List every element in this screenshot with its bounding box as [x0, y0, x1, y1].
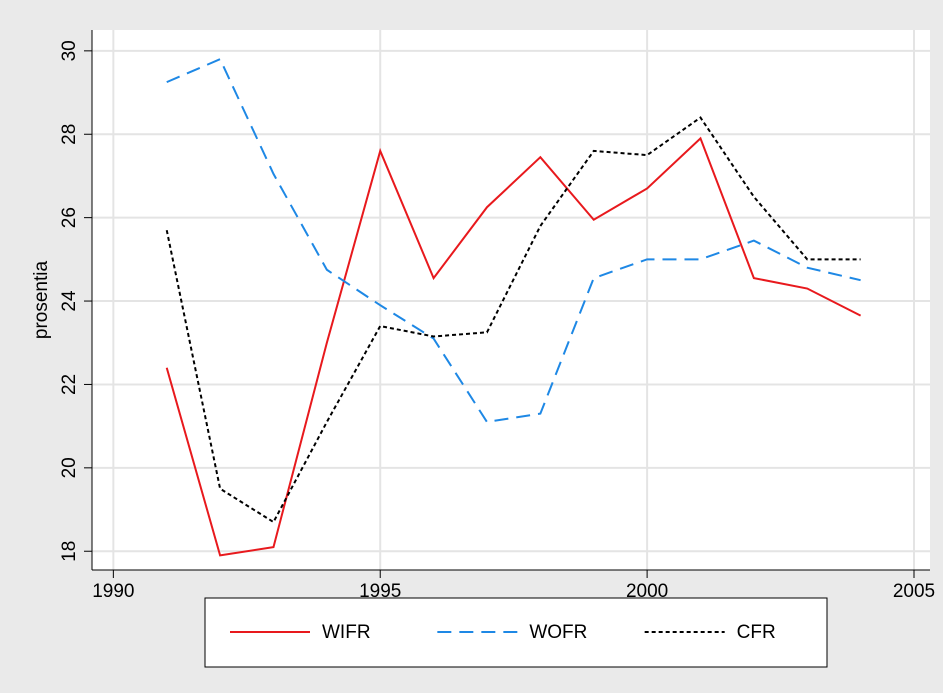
line-series [166, 57, 861, 424]
y-tick-label: 28 [59, 124, 80, 145]
line-series [165, 136, 862, 557]
x-tick-label: 2000 [626, 581, 668, 602]
line-series [165, 116, 861, 524]
y-axis-label: prosentia [31, 260, 52, 339]
plot-area [92, 30, 930, 570]
y-tick-label: 22 [59, 374, 80, 395]
y-tick-label: 30 [59, 40, 80, 61]
x-tick-label: 1990 [92, 581, 134, 602]
y-tick-label: 24 [59, 290, 80, 312]
legend-label: WOFR [529, 622, 587, 643]
y-tick-label: 20 [59, 457, 80, 478]
x-tick-label: 1995 [359, 581, 401, 602]
x-tick-label: 2005 [893, 581, 935, 602]
y-tick-label: 26 [59, 207, 80, 228]
y-tick-label: 18 [59, 541, 80, 562]
legend-label: CFR [737, 622, 776, 643]
legend-label: WIFR [322, 622, 371, 643]
